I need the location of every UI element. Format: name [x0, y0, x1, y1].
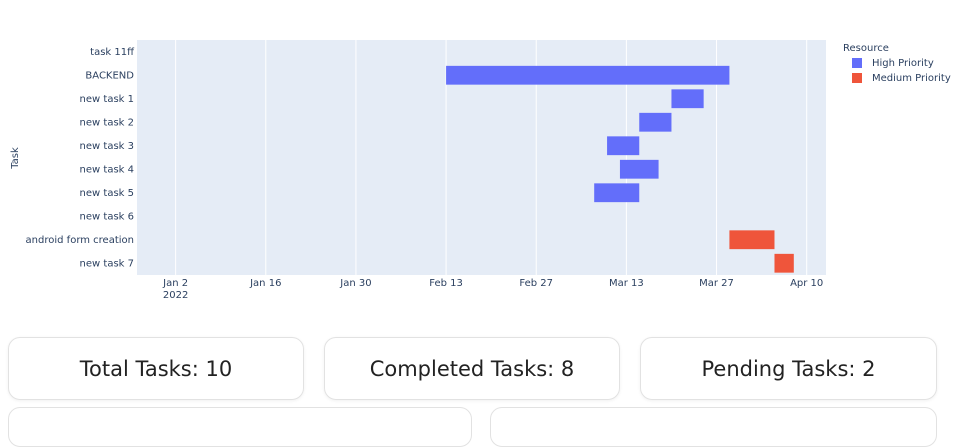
- y-tick-label: new task 1: [80, 94, 134, 105]
- bar: [774, 253, 794, 273]
- legend-label: Medium Priority: [872, 73, 951, 84]
- x-tick-label: Feb 27: [519, 278, 553, 289]
- y-axis-title: Task: [10, 147, 21, 170]
- stat-card: Total Tasks: 10: [8, 337, 304, 400]
- bar: [594, 183, 640, 203]
- x-tick-label: Jan 2: [162, 278, 188, 289]
- y-tick-label: android form creation: [26, 235, 134, 246]
- stat-card: Completed Tasks: 8: [324, 337, 620, 400]
- page: Task Resource Jan 2 2022 Jan 16 Jan 30 Feb 1…: [8, 40, 951, 447]
- bar: [446, 65, 730, 85]
- legend-swatch: [852, 58, 862, 68]
- x-tick-label: Apr 10: [790, 278, 823, 289]
- legend-title: Resource: [843, 43, 889, 54]
- y-tick-label: new task 4: [80, 164, 134, 175]
- y-tick-label: task 11ff: [90, 47, 135, 58]
- bar: [619, 159, 659, 179]
- bar: [607, 136, 640, 156]
- legend-swatch: [852, 73, 862, 83]
- x-tick-label: Feb 13: [429, 278, 463, 289]
- panel: [490, 407, 937, 447]
- bar: [639, 112, 672, 132]
- x-tick-label: Mar 27: [699, 278, 734, 289]
- bar: [671, 89, 704, 109]
- x-tick-label: Jan 30: [339, 278, 371, 289]
- y-tick-label: new task 3: [80, 141, 134, 152]
- legend-label: High Priority: [872, 58, 934, 69]
- y-tick-label: new task 7: [80, 258, 134, 269]
- x-tick-label: Jan 16: [249, 278, 281, 289]
- bar: [729, 230, 775, 250]
- y-tick-label: new task 6: [80, 211, 134, 222]
- stat-card: Pending Tasks: 2: [640, 337, 937, 400]
- x-tick-label: Mar 13: [609, 278, 644, 289]
- y-tick-label: new task 2: [80, 117, 134, 128]
- panel: [8, 407, 472, 447]
- y-tick-label: new task 5: [80, 188, 134, 199]
- y-tick-label: BACKEND: [85, 70, 134, 81]
- x-tick-year: 2022: [163, 290, 188, 301]
